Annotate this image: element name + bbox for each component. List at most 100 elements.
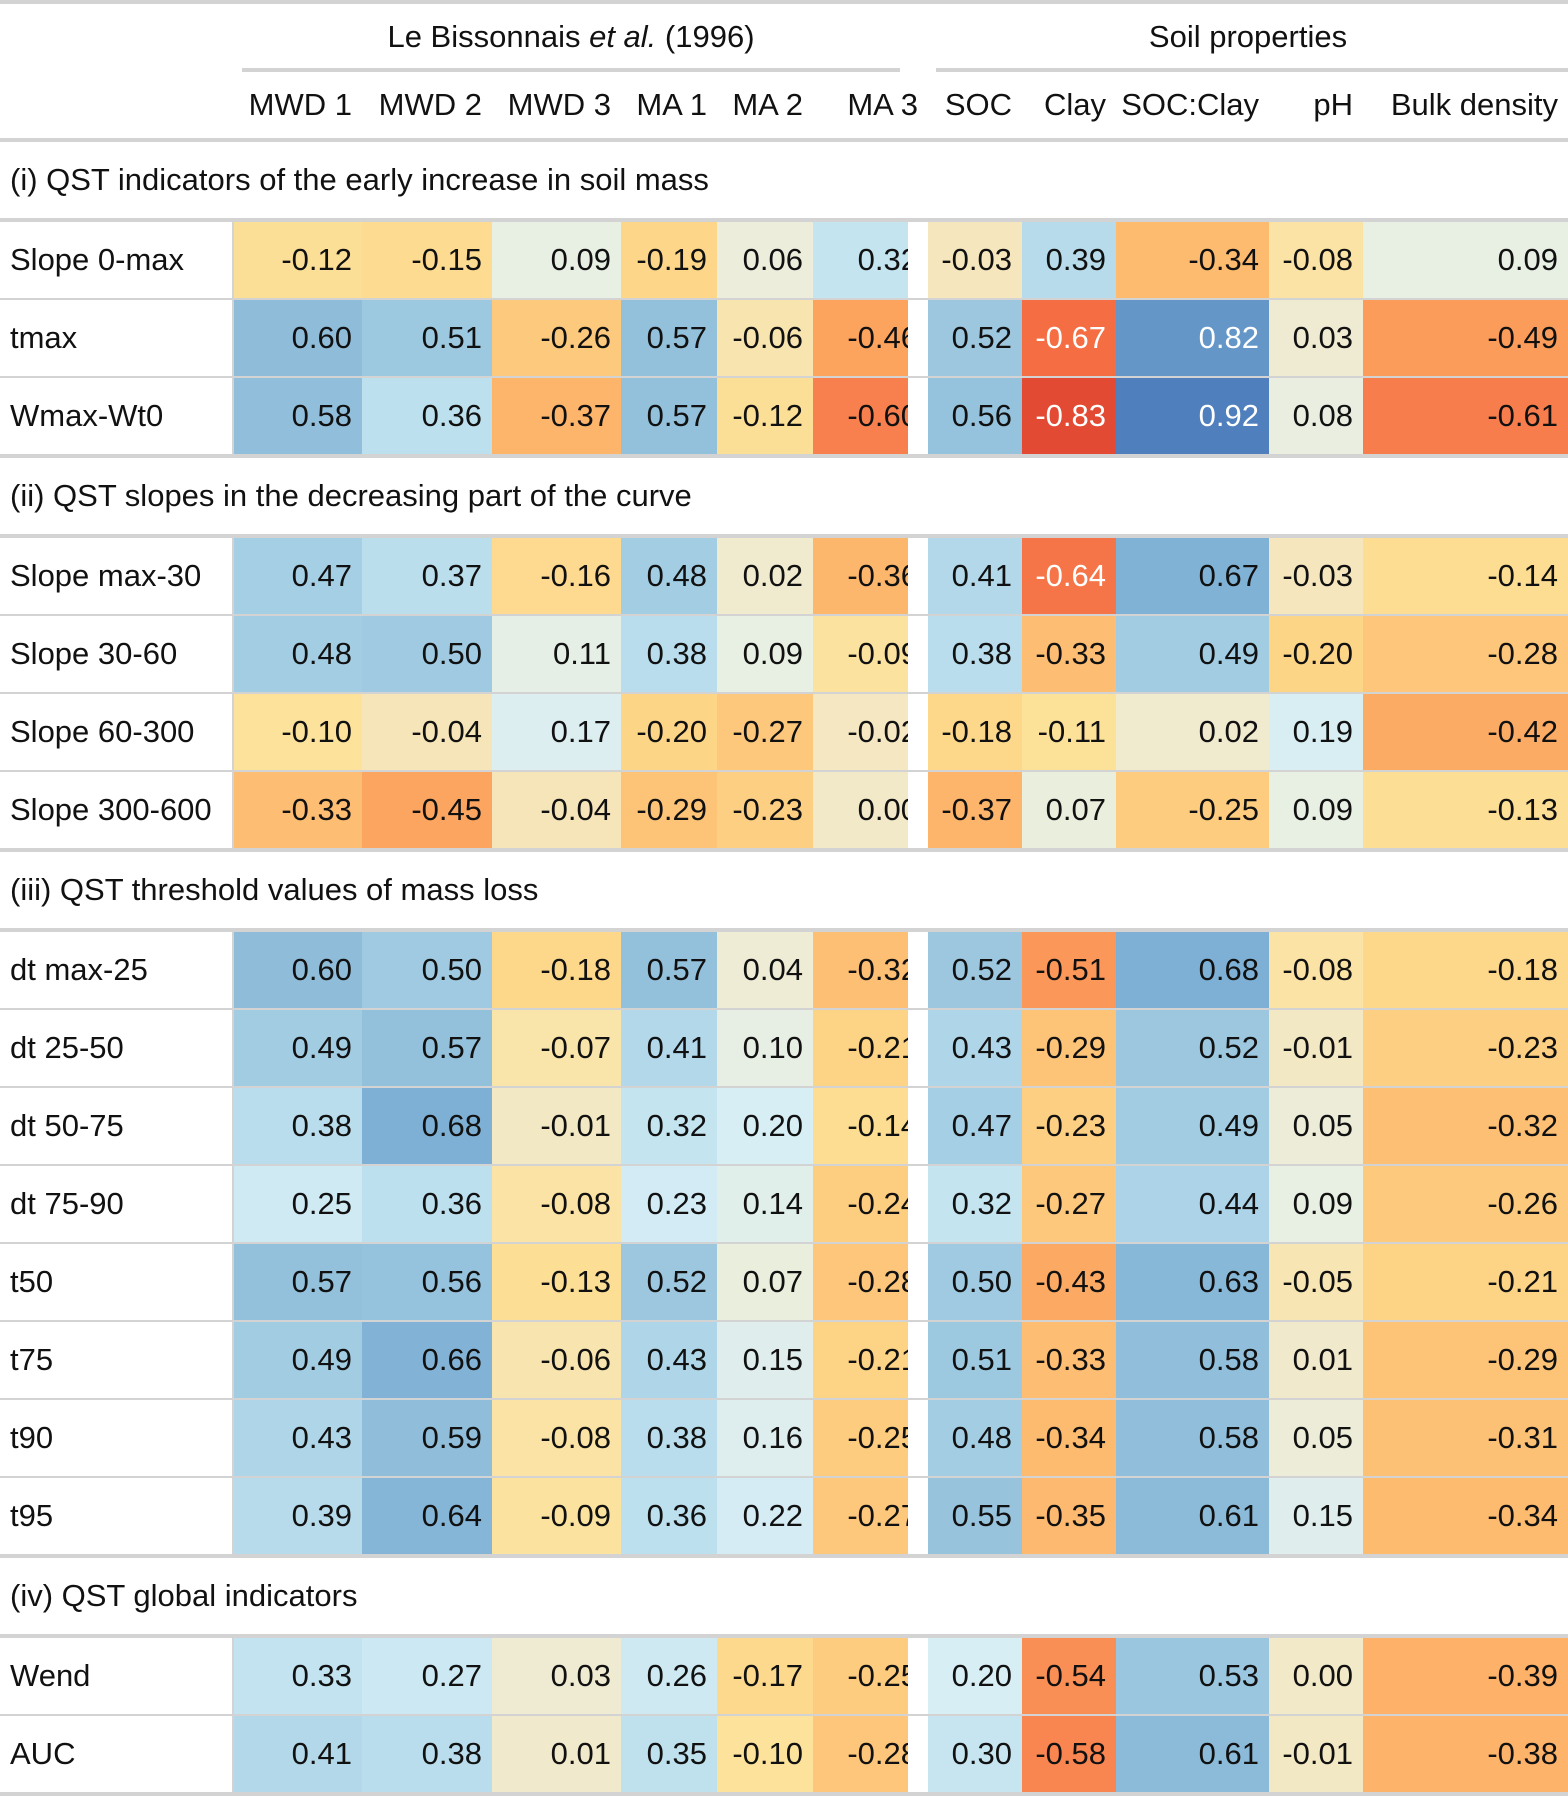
row-rule [0, 848, 1568, 852]
section-title: (iii) QST threshold values of mass loss [10, 872, 539, 907]
correlation-cell: -0.06 [717, 300, 813, 376]
correlation-cell: -0.26 [492, 300, 621, 376]
correlation-cell: -0.21 [1363, 1244, 1568, 1320]
correlation-cell: -0.31 [1363, 1400, 1568, 1476]
section-rule [0, 218, 1568, 222]
correlation-cell: 0.01 [492, 1716, 621, 1792]
correlation-cell: -0.28 [1363, 616, 1568, 692]
correlation-cell: 0.09 [717, 616, 813, 692]
correlation-cell: 0.49 [1116, 1088, 1269, 1164]
column-gap [908, 1322, 928, 1398]
correlation-cell: -0.27 [717, 694, 813, 770]
correlation-cell: 0.57 [234, 1244, 362, 1320]
correlation-cell: 0.52 [928, 300, 1022, 376]
correlation-cell: -0.43 [1022, 1244, 1116, 1320]
correlation-cell: -0.29 [1022, 1010, 1116, 1086]
correlation-cell: 0.00 [1269, 1638, 1363, 1714]
correlation-cell: 0.49 [1116, 616, 1269, 692]
row-rule [0, 1554, 1568, 1558]
header-rule [0, 138, 1568, 142]
correlation-cell: -0.08 [1269, 222, 1363, 298]
correlation-cell: 0.56 [928, 378, 1022, 454]
correlation-cell: -0.34 [1116, 222, 1269, 298]
correlation-cell: -0.29 [621, 772, 717, 848]
correlation-cell: -0.23 [1022, 1088, 1116, 1164]
correlation-cell: -0.58 [1022, 1716, 1116, 1792]
row-rule [0, 770, 1568, 772]
row-rule [0, 376, 1568, 378]
correlation-cell: -0.25 [1116, 772, 1269, 848]
correlation-cell: 0.38 [928, 616, 1022, 692]
correlation-cell: -0.01 [492, 1088, 621, 1164]
correlation-cell: -0.18 [1363, 932, 1568, 1008]
correlation-cell: 0.41 [234, 1716, 362, 1792]
correlation-cell: 0.57 [621, 300, 717, 376]
correlation-cell: 0.52 [621, 1244, 717, 1320]
row-rule [0, 1792, 1568, 1796]
section-title: (iv) QST global indicators [10, 1578, 358, 1613]
correlation-cell: -0.04 [362, 694, 492, 770]
correlation-cell: -0.54 [1022, 1638, 1116, 1714]
column-header: MWD 3 [507, 87, 611, 122]
correlation-cell: 0.03 [1269, 300, 1363, 376]
row-rule [0, 1714, 1568, 1716]
group-title-italic: et al. [589, 19, 657, 54]
row-label: t90 [0, 1400, 234, 1476]
correlation-cell: 0.36 [362, 1166, 492, 1242]
correlation-cell: -0.11 [1022, 694, 1116, 770]
column-gap [908, 1010, 928, 1086]
row-label: Wend [0, 1638, 234, 1714]
correlation-cell: 0.50 [362, 932, 492, 1008]
correlation-cell: -0.08 [1269, 932, 1363, 1008]
column-gap [908, 300, 928, 376]
group-underline [936, 68, 1568, 72]
correlation-cell: 0.11 [492, 616, 621, 692]
group-title-text: Le Bissonnais [387, 19, 590, 54]
correlation-cell: -0.20 [1269, 616, 1363, 692]
correlation-cell: 0.15 [717, 1322, 813, 1398]
correlation-cell: -0.35 [1022, 1478, 1116, 1554]
correlation-cell: 0.07 [1022, 772, 1116, 848]
row-rule [0, 614, 1568, 616]
correlation-cell: -0.33 [234, 772, 362, 848]
correlation-cell: -0.16 [492, 538, 621, 614]
row-label: t95 [0, 1478, 234, 1554]
correlation-cell: 0.10 [717, 1010, 813, 1086]
correlation-cell: 0.09 [1363, 222, 1568, 298]
group-header-le-bissonnais: Le Bissonnais et al. (1996) [234, 14, 908, 60]
correlation-cell: -0.13 [1363, 772, 1568, 848]
row-rule [0, 1242, 1568, 1244]
row-label: t50 [0, 1244, 234, 1320]
correlation-cell: -0.06 [492, 1322, 621, 1398]
correlation-cell: 0.06 [717, 222, 813, 298]
column-gap [908, 1400, 928, 1476]
correlation-cell: 0.61 [1116, 1478, 1269, 1554]
column-header: MA 1 [636, 87, 707, 122]
correlation-cell: -0.37 [492, 378, 621, 454]
correlation-cell: 0.50 [928, 1244, 1022, 1320]
column-gap [908, 932, 928, 1008]
correlation-cell: 0.58 [1116, 1400, 1269, 1476]
correlation-cell: 0.39 [234, 1478, 362, 1554]
column-header: MWD 1 [248, 87, 352, 122]
row-rule [0, 1164, 1568, 1166]
correlation-cell: 0.32 [928, 1166, 1022, 1242]
row-label: tmax [0, 300, 234, 376]
correlation-cell: 0.05 [1269, 1400, 1363, 1476]
correlation-cell: -0.34 [1022, 1400, 1116, 1476]
row-label: Slope max-30 [0, 538, 234, 614]
row-label: dt 50-75 [0, 1088, 234, 1164]
correlation-cell: -0.20 [621, 694, 717, 770]
correlation-cell: 0.09 [1269, 1166, 1363, 1242]
correlation-cell: 0.60 [234, 932, 362, 1008]
correlation-cell: -0.33 [1022, 616, 1116, 692]
correlation-cell: 0.82 [1116, 300, 1269, 376]
row-rule [0, 1086, 1568, 1088]
correlation-cell: 0.92 [1116, 378, 1269, 454]
row-rule [0, 1398, 1568, 1400]
column-gap [908, 1088, 928, 1164]
correlation-cell: 0.20 [717, 1088, 813, 1164]
row-label: Slope 60-300 [0, 694, 234, 770]
correlation-cell: 0.08 [1269, 378, 1363, 454]
correlation-cell: -0.42 [1363, 694, 1568, 770]
